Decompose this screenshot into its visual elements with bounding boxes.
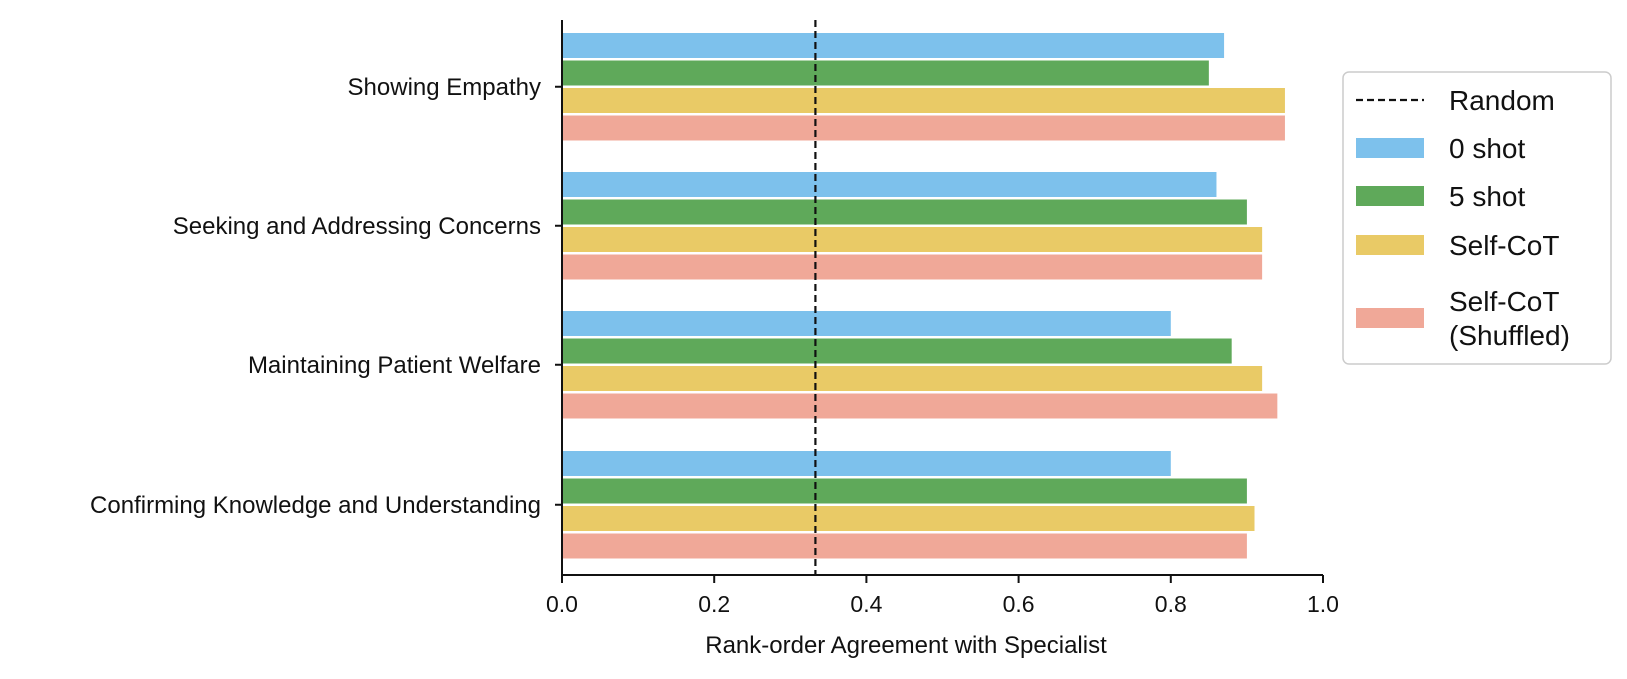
bar-0-0	[562, 33, 1225, 58]
bar-2-3	[562, 506, 1255, 531]
legend-label: 0 shot	[1449, 133, 1525, 164]
legend-swatch-1	[1356, 186, 1424, 206]
category-label: Maintaining Patient Welfare	[248, 352, 541, 379]
category-label: Seeking and Addressing Concerns	[173, 213, 541, 240]
x-axis-title: Rank-order Agreement with Specialist	[705, 632, 1107, 659]
x-tick-label: 0.2	[698, 591, 730, 617]
legend-label: Random	[1449, 85, 1555, 116]
bar-3-3	[562, 533, 1247, 559]
x-tick-label: 0.8	[1155, 591, 1187, 617]
bars-layer	[562, 33, 1285, 559]
legend-label: 5 shot	[1449, 181, 1525, 212]
bar-2-2	[562, 366, 1263, 391]
bar-0-1	[562, 172, 1217, 197]
x-tick-label: 0.6	[1003, 591, 1035, 617]
legend-swatch-3	[1356, 308, 1424, 328]
category-label: Confirming Knowledge and Understanding	[90, 492, 541, 519]
legend-label: Self-CoT	[1449, 230, 1559, 261]
bar-0-3	[562, 451, 1171, 476]
legend-swatch-0	[1356, 138, 1424, 158]
x-tick-label: 0.0	[546, 591, 578, 617]
bar-2-0	[562, 88, 1285, 113]
bar-1-3	[562, 478, 1247, 504]
axes-layer: Showing Empathy Seeking and Addressing Co…	[90, 20, 1339, 617]
bar-2-1	[562, 227, 1263, 252]
bar-0-2	[562, 311, 1171, 336]
bar-3-2	[562, 393, 1278, 419]
bar-3-0	[562, 115, 1285, 141]
bar-1-0	[562, 60, 1209, 86]
category-label: Showing Empathy	[348, 74, 541, 101]
bar-1-1	[562, 199, 1247, 225]
bar-3-1	[562, 254, 1263, 280]
legend-label: Self-CoT	[1449, 286, 1559, 317]
bar-1-2	[562, 338, 1232, 364]
legend-swatch-2	[1356, 235, 1424, 255]
legend-label: (Shuffled)	[1449, 320, 1570, 351]
x-tick-label: 1.0	[1307, 591, 1339, 617]
x-tick-label: 0.4	[850, 591, 882, 617]
